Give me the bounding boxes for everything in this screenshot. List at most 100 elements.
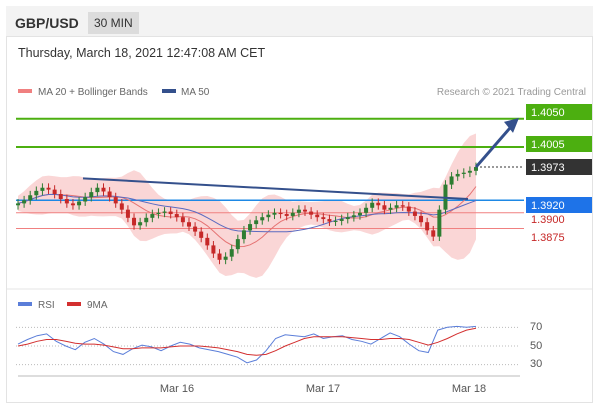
candle-body — [28, 195, 33, 201]
candle-body — [211, 245, 216, 254]
candle-body — [64, 199, 69, 204]
candle-body — [34, 190, 39, 196]
level-tag-4005: 1.4005 — [531, 139, 565, 151]
last-price-tag: 1.3973 — [531, 162, 565, 174]
level-tag-4050-box — [526, 104, 592, 120]
rsi-tick-50: 50 — [530, 340, 542, 352]
candle-body — [132, 217, 137, 226]
candle-body — [461, 172, 466, 174]
legend-rsi-swatch — [18, 302, 32, 306]
legend-ma20-swatch — [18, 89, 32, 93]
candle-body — [412, 211, 417, 216]
candle-body — [351, 215, 356, 218]
candle-body — [467, 170, 472, 173]
candle-body — [229, 249, 234, 257]
candle-body — [284, 214, 289, 216]
candle-body — [125, 209, 130, 218]
legend-ma50-label: MA 50 — [181, 87, 210, 98]
candle-body — [144, 217, 149, 223]
candle-body — [217, 253, 222, 260]
candle-body — [406, 206, 411, 212]
candle-body — [364, 207, 369, 213]
candle-body — [16, 203, 20, 206]
candle-body — [174, 214, 179, 218]
candle-body — [370, 202, 375, 208]
candle-body — [150, 214, 155, 218]
legend-9ma-label: 9MA — [87, 300, 108, 311]
bollinger-band — [18, 133, 476, 278]
level-tag-4050: 1.4050 — [531, 107, 565, 119]
level-tag-3875: 1.3875 — [531, 232, 565, 244]
target-arrow-head — [504, 117, 519, 133]
level-tag-3920-box — [526, 197, 592, 213]
x-tick-mar17: Mar 17 — [306, 383, 340, 395]
timeframe-badge[interactable]: 30 MIN — [88, 12, 139, 34]
candle-body — [339, 219, 344, 221]
candle-body — [449, 176, 454, 185]
rsi-tick-70: 70 — [530, 321, 542, 333]
candle-body — [40, 187, 45, 191]
candle-body — [235, 239, 240, 250]
candle-body — [107, 191, 112, 198]
price-plot — [16, 117, 524, 278]
candle-body — [266, 214, 271, 218]
candle-body — [455, 173, 460, 177]
candle-body — [83, 197, 88, 202]
rsi-tick-30: 30 — [530, 358, 542, 370]
candle-body — [186, 222, 191, 227]
level-tag-3920: 1.3920 — [531, 200, 565, 212]
candle-body — [290, 212, 295, 216]
ma50-line — [17, 193, 477, 233]
ma20-line — [17, 186, 477, 248]
candle-body — [58, 194, 63, 200]
level-tag-3900: 1.3900 — [531, 214, 565, 226]
candle-body — [272, 212, 277, 215]
candle-body — [260, 217, 265, 221]
candle-body — [321, 217, 326, 220]
copyright-credit: Research © 2021 Trading Central — [437, 87, 586, 98]
candle-body — [333, 220, 338, 222]
legend-ma50-swatch — [162, 89, 176, 93]
candle-body — [46, 187, 51, 190]
legend-9ma-swatch — [67, 302, 81, 306]
candle-body — [254, 220, 259, 225]
rsi-line — [17, 325, 477, 364]
candle-body — [327, 219, 332, 222]
candle-body — [278, 212, 283, 215]
candle-body — [22, 200, 27, 204]
level-tag-4005-box — [526, 136, 592, 152]
candle-body — [394, 205, 399, 208]
candle-body — [296, 209, 301, 213]
candle-body — [431, 230, 436, 237]
candle-body — [162, 211, 167, 213]
candle-body — [223, 256, 228, 260]
candle-body — [52, 189, 57, 194]
candle-body — [303, 209, 308, 212]
candle-body — [101, 187, 106, 192]
candle-body — [199, 231, 204, 238]
candle-body — [156, 212, 161, 215]
candle-body — [357, 212, 362, 216]
candle-body — [388, 207, 393, 210]
candle-body — [89, 192, 94, 198]
candle-body — [168, 211, 173, 215]
candle-body — [119, 203, 124, 210]
chart-datetime: Thursday, March 18, 2021 12:47:08 AM CET — [18, 46, 266, 60]
x-tick-mar18: Mar 18 — [452, 383, 486, 395]
rsi-plot — [16, 325, 520, 366]
rsi-9ma-line — [17, 327, 477, 356]
legend-rsi-label: RSI — [38, 300, 55, 311]
candle-body — [193, 226, 198, 232]
trendline — [82, 177, 469, 201]
instrument-title: GBP/USD — [15, 15, 79, 31]
legend-ma20-label: MA 20 + Bollinger Bands — [38, 87, 148, 98]
price-level-tags: 1.4050 1.4005 1.3973 1.3920 1.3900 1.387… — [526, 104, 592, 244]
candle-body — [309, 211, 314, 215]
x-tick-mar16: Mar 16 — [160, 383, 194, 395]
target-arrow-shaft — [474, 126, 512, 169]
candle-body — [376, 202, 381, 206]
candle-body — [70, 203, 75, 206]
candle-body — [382, 205, 387, 210]
candle-body — [241, 230, 246, 240]
